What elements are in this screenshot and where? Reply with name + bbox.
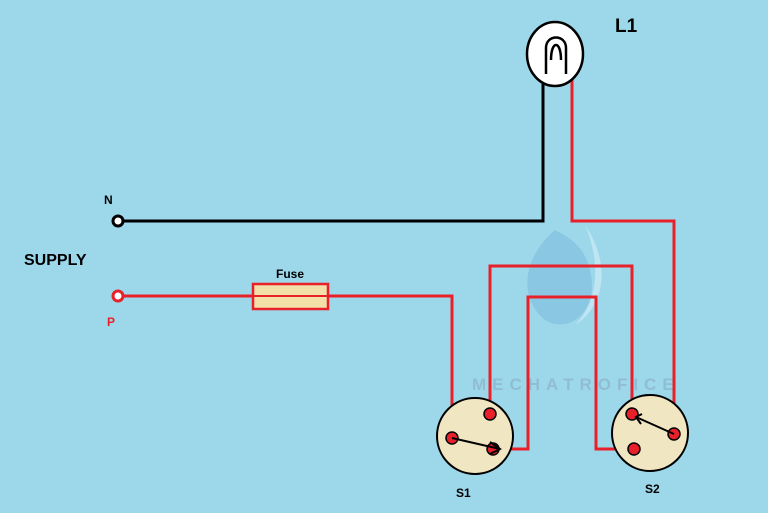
lamp-label: L1 [615,16,638,37]
switch-s2-label: S2 [645,482,660,496]
lamp-l1 [525,20,585,88]
phase-wire-fuse-to-s1 [328,294,454,438]
supply-label: SUPPLY [24,252,87,269]
switch-s2 [611,394,689,472]
neutral-terminal [111,214,125,228]
watermark-text: MECHATROFICE [472,375,680,394]
watermark-logo [527,225,602,325]
phase-label: P [107,315,115,329]
switch-s1 [436,397,514,475]
switched-live-wire [570,77,676,434]
fuse-label: Fuse [276,267,304,281]
s2-terminal-bottom [627,442,641,456]
s1-terminal-top [483,407,497,421]
traveller-wire-1 [488,264,634,414]
neutral-wire [118,77,545,223]
neutral-label: N [104,193,113,207]
s1-lever-arrow-icon [451,437,501,450]
switch-s1-label: S1 [456,486,471,500]
phase-terminal [111,289,125,303]
filament-icon [544,36,568,74]
traveller-wire-2 [493,295,634,451]
s2-lever-arrow-icon [635,416,675,435]
